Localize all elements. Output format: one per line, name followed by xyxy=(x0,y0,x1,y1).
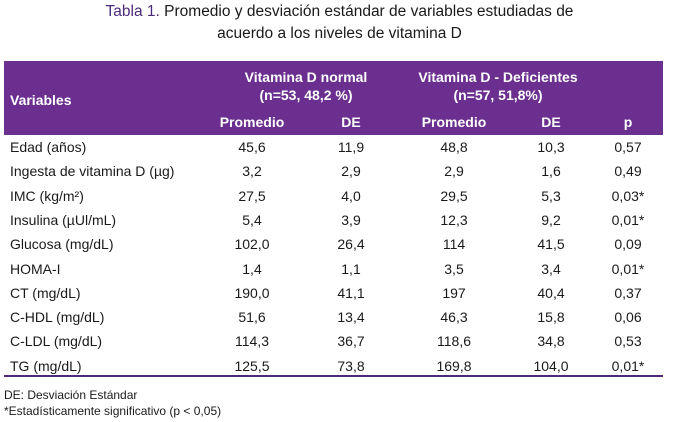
table-row: HOMA-I 1,4 1,1 3,5 3,4 0,01* xyxy=(4,257,663,281)
table-caption-label: Tabla 1. xyxy=(105,3,160,20)
table-row: Edad (años) 45,6 11,9 48,8 10,3 0,57 xyxy=(4,135,663,159)
table-row: Ingesta de vitamina D (µg) 3,2 2,9 2,9 1,6 0,… xyxy=(4,159,663,183)
table-row: IMC (kg/m²) 27,5 4,0 29,5 5,3 0,03* xyxy=(4,184,663,208)
table-row: CT (mg/dL) 190,0 41,1 197 40,4 0,37 xyxy=(4,281,663,305)
cell-normal-de: 3,9 xyxy=(341,211,361,228)
cell-deficient-de: 10,3 xyxy=(537,139,565,155)
cell-variable: Edad (años) xyxy=(10,139,87,155)
table-row: TG (mg/dL) 125,5 73,8 169,8 104,0 0,01* xyxy=(4,354,663,378)
cell-deficient-de: 41,5 xyxy=(537,236,565,253)
cell-p-value: 0,09 xyxy=(614,236,642,253)
cell-normal-mean: 125,5 xyxy=(234,357,270,374)
cell-variable: C-HDL (mg/dL) xyxy=(10,309,105,326)
cell-normal-de: 36,7 xyxy=(337,333,365,350)
cell-variable: Insulina (µUl/mL) xyxy=(10,211,117,228)
cell-p-value: 0,01* xyxy=(611,357,645,374)
footnote-de: DE: Desviación Estándar xyxy=(4,388,138,402)
cell-normal-de: 41,1 xyxy=(337,284,365,301)
cell-variable: HOMA-I xyxy=(10,260,61,277)
cell-variable: IMC (kg/m²) xyxy=(10,187,84,204)
cell-deficient-de: 34,8 xyxy=(537,333,565,350)
cell-normal-mean: 5,4 xyxy=(242,211,262,228)
cell-deficient-mean: 12,3 xyxy=(440,211,468,228)
table-row: C-LDL (mg/dL) 114,3 36,7 118,6 34,8 0,53 xyxy=(4,329,663,353)
table-caption-line-1: Tabla 1. Promedio y desviación estándar … xyxy=(0,1,679,23)
header-normal-de: DE xyxy=(341,114,361,130)
cell-deficient-mean: 169,8 xyxy=(436,357,472,374)
cell-deficient-de: 15,8 xyxy=(537,309,565,326)
cell-normal-de: 73,8 xyxy=(337,357,365,374)
cell-p-value: 0,01* xyxy=(611,260,645,277)
cell-deficient-mean: 114 xyxy=(442,236,466,253)
header-group-deficient: Vitamina D - Deficientes (n=57, 51,8%) xyxy=(410,68,586,104)
table-row: Insulina (µUl/mL) 5,4 3,9 12,3 9,2 0,01* xyxy=(4,208,663,232)
cell-deficient-de: 9,2 xyxy=(541,211,561,228)
cell-normal-mean: 114,3 xyxy=(235,333,269,350)
cell-normal-de: 1,1 xyxy=(341,260,361,277)
header-deficient-de: DE xyxy=(541,114,561,130)
cell-variable: TG (mg/dL) xyxy=(10,357,82,374)
cell-normal-mean: 51,6 xyxy=(238,309,266,326)
cell-deficient-de: 1,6 xyxy=(541,163,561,180)
cell-p-value: 0,57 xyxy=(614,139,642,155)
table-caption-line-2: acuerdo a los niveles de vitamina D xyxy=(0,23,679,45)
cell-p-value: 0,49 xyxy=(614,163,642,180)
header-deficient-promedio: Promedio xyxy=(421,114,487,130)
cell-deficient-de: 5,3 xyxy=(541,187,561,204)
table-bottom-rule xyxy=(4,375,663,377)
cell-p-value: 0,01* xyxy=(611,211,645,228)
table-caption-text-2: acuerdo a los niveles de vitamina D xyxy=(217,25,462,42)
cell-normal-de: 4,0 xyxy=(341,187,361,204)
cell-variable: Ingesta de vitamina D (µg) xyxy=(10,163,175,180)
cell-deficient-mean: 2,9 xyxy=(444,163,464,180)
cell-deficient-mean: 48,8 xyxy=(440,139,468,155)
cell-normal-mean: 102,0 xyxy=(234,236,270,253)
cell-normal-mean: 1,4 xyxy=(242,260,262,277)
cell-normal-mean: 190,0 xyxy=(234,284,270,301)
header-variables: Variables xyxy=(10,92,72,108)
cell-deficient-mean: 3,5 xyxy=(444,260,464,277)
cell-normal-de: 2,9 xyxy=(341,163,361,180)
cell-deficient-de: 3,4 xyxy=(541,260,561,277)
cell-p-value: 0,03* xyxy=(611,187,645,204)
header-group-normal-title: Vitamina D normal xyxy=(244,69,368,85)
cell-p-value: 0,53 xyxy=(614,333,642,350)
cell-normal-mean: 27,5 xyxy=(238,187,266,204)
table-caption-text-1: Promedio y desviación estándar de variab… xyxy=(164,3,574,20)
header-group-normal: Vitamina D normal (n=53, 48,2 %) xyxy=(226,68,386,104)
cell-normal-de: 13,4 xyxy=(337,309,365,326)
header-group-deficient-count: (n=57, 51,8%) xyxy=(453,87,543,103)
cell-deficient-mean: 29,5 xyxy=(440,187,468,204)
cell-deficient-mean: 46,3 xyxy=(440,309,468,326)
cell-normal-mean: 45,6 xyxy=(238,139,266,155)
table-row: C-HDL (mg/dL) 51,6 13,4 46,3 15,8 0,06 xyxy=(4,305,663,329)
cell-deficient-de: 104,0 xyxy=(533,357,569,374)
cell-p-value: 0,37 xyxy=(614,284,642,301)
table-row: Glucosa (mg/dL) 102,0 26,4 114 41,5 0,09 xyxy=(4,232,663,256)
cell-deficient-de: 40,4 xyxy=(537,284,565,301)
footnote-significance: *Estadísticamente significativo (p < 0,0… xyxy=(4,404,222,418)
cell-normal-mean: 3,2 xyxy=(242,163,262,180)
header-normal-promedio: Promedio xyxy=(219,114,285,130)
cell-variable: Glucosa (mg/dL) xyxy=(10,236,114,253)
cell-variable: CT (mg/dL) xyxy=(10,284,81,301)
cell-deficient-mean: 197 xyxy=(442,284,466,301)
header-p-value: p xyxy=(623,114,633,130)
cell-deficient-mean: 118,6 xyxy=(437,333,471,350)
header-group-normal-count: (n=53, 48,2 %) xyxy=(259,87,353,103)
cell-normal-de: 26,4 xyxy=(337,236,365,253)
cell-normal-de: 11,9 xyxy=(337,139,365,155)
table-header: Variables Vitamina D normal (n=53, 48,2 … xyxy=(4,61,663,135)
cell-variable: C-LDL (mg/dL) xyxy=(10,333,103,350)
cell-p-value: 0,06 xyxy=(614,309,642,326)
header-group-deficient-title: Vitamina D - Deficientes xyxy=(418,69,578,85)
